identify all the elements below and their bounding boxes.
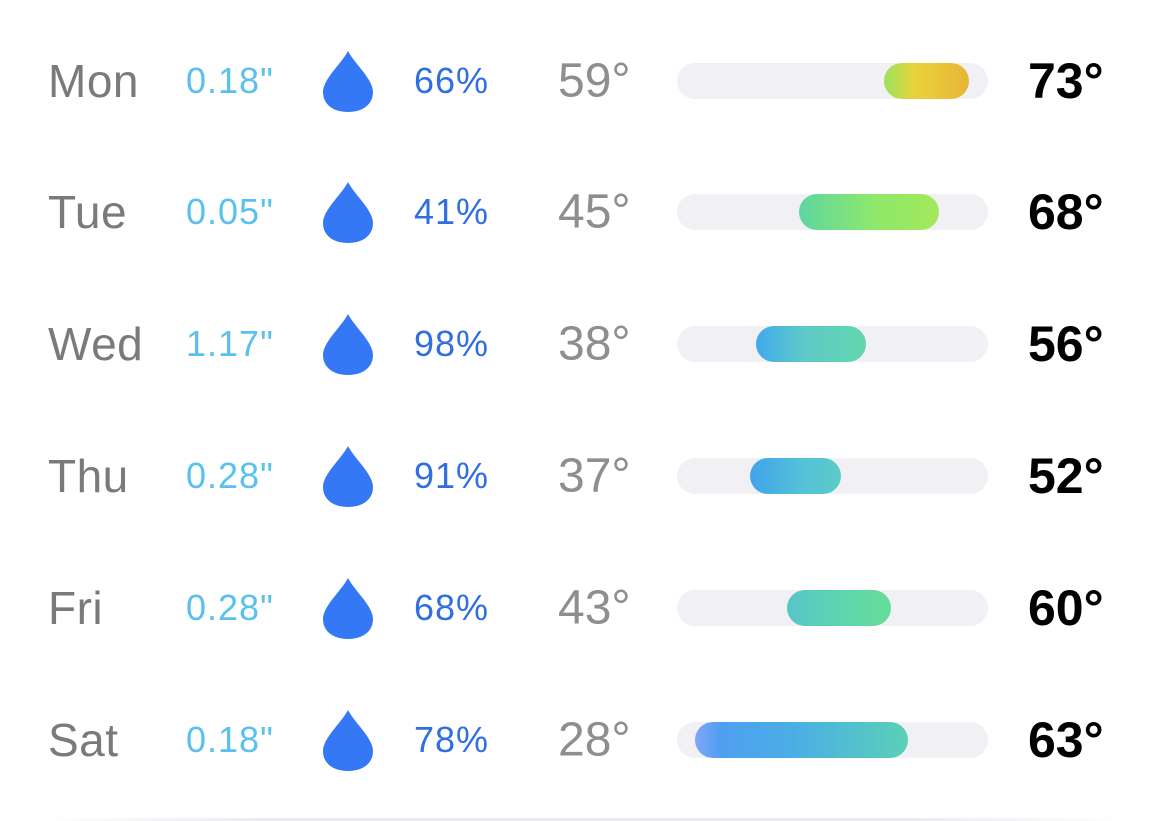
precip-amount: 0.18" [186, 719, 274, 760]
high-temp: 52° [1028, 448, 1104, 504]
raindrop-icon [320, 444, 376, 508]
high-temp: 73° [1028, 53, 1104, 109]
low-temp: 38° [558, 317, 631, 371]
forecast-row-mon[interactable]: Mon 0.18" 66% 59° 73° [0, 15, 1170, 147]
high-temp: 63° [1028, 712, 1104, 768]
temp-range-bar [756, 326, 866, 362]
precip-amount: 0.28" [186, 455, 274, 496]
raindrop-icon [320, 49, 376, 113]
low-temp: 28° [558, 713, 631, 767]
precip-amount: 0.18" [186, 60, 274, 101]
precip-chance: 78% [414, 719, 490, 760]
temp-range-track [677, 722, 988, 758]
raindrop-icon [320, 708, 376, 772]
high-temp: 56° [1028, 316, 1104, 372]
temp-range-track [677, 590, 988, 626]
temp-range-bar [695, 722, 908, 758]
raindrop-icon [320, 312, 376, 376]
precip-amount: 0.28" [186, 587, 274, 628]
day-label: Wed [48, 318, 144, 370]
day-label: Mon [48, 55, 139, 107]
temp-range-track [677, 458, 988, 494]
forecast-row-fri[interactable]: Fri 0.28" 68% 43° 60° [0, 542, 1170, 674]
forecast-row-thu[interactable]: Thu 0.28" 91% 37° 52° [0, 410, 1170, 542]
raindrop-icon [320, 180, 376, 244]
temp-range-bar [799, 194, 939, 230]
forecast-row-sat[interactable]: Sat 0.18" 78% 28° 63° [0, 674, 1170, 806]
high-temp: 68° [1028, 184, 1104, 240]
low-temp: 37° [558, 449, 631, 503]
low-temp: 59° [558, 54, 631, 108]
precip-chance: 41% [414, 191, 490, 232]
temp-range-bar [884, 63, 969, 99]
forecast-row-wed[interactable]: Wed 1.17" 98% 38° 56° [0, 278, 1170, 410]
precip-chance: 68% [414, 587, 490, 628]
precip-amount: 1.17" [186, 323, 274, 364]
low-temp: 43° [558, 581, 631, 635]
day-label: Fri [48, 582, 104, 634]
raindrop-icon [320, 576, 376, 640]
day-label: Thu [48, 450, 129, 502]
day-label: Sat [48, 714, 119, 766]
temp-range-bar [787, 590, 891, 626]
temp-range-track [677, 63, 988, 99]
temp-range-bar [750, 458, 841, 494]
precip-amount: 0.05" [186, 191, 274, 232]
precip-chance: 66% [414, 60, 490, 101]
day-label: Tue [48, 186, 128, 238]
temp-range-track [677, 194, 988, 230]
high-temp: 60° [1028, 580, 1104, 636]
precip-chance: 91% [414, 455, 490, 496]
list-bottom-divider [40, 818, 1130, 821]
low-temp: 45° [558, 185, 631, 239]
precip-chance: 98% [414, 323, 490, 364]
temp-range-track [677, 326, 988, 362]
forecast-row-tue[interactable]: Tue 0.05" 41% 45° 68° [0, 146, 1170, 278]
